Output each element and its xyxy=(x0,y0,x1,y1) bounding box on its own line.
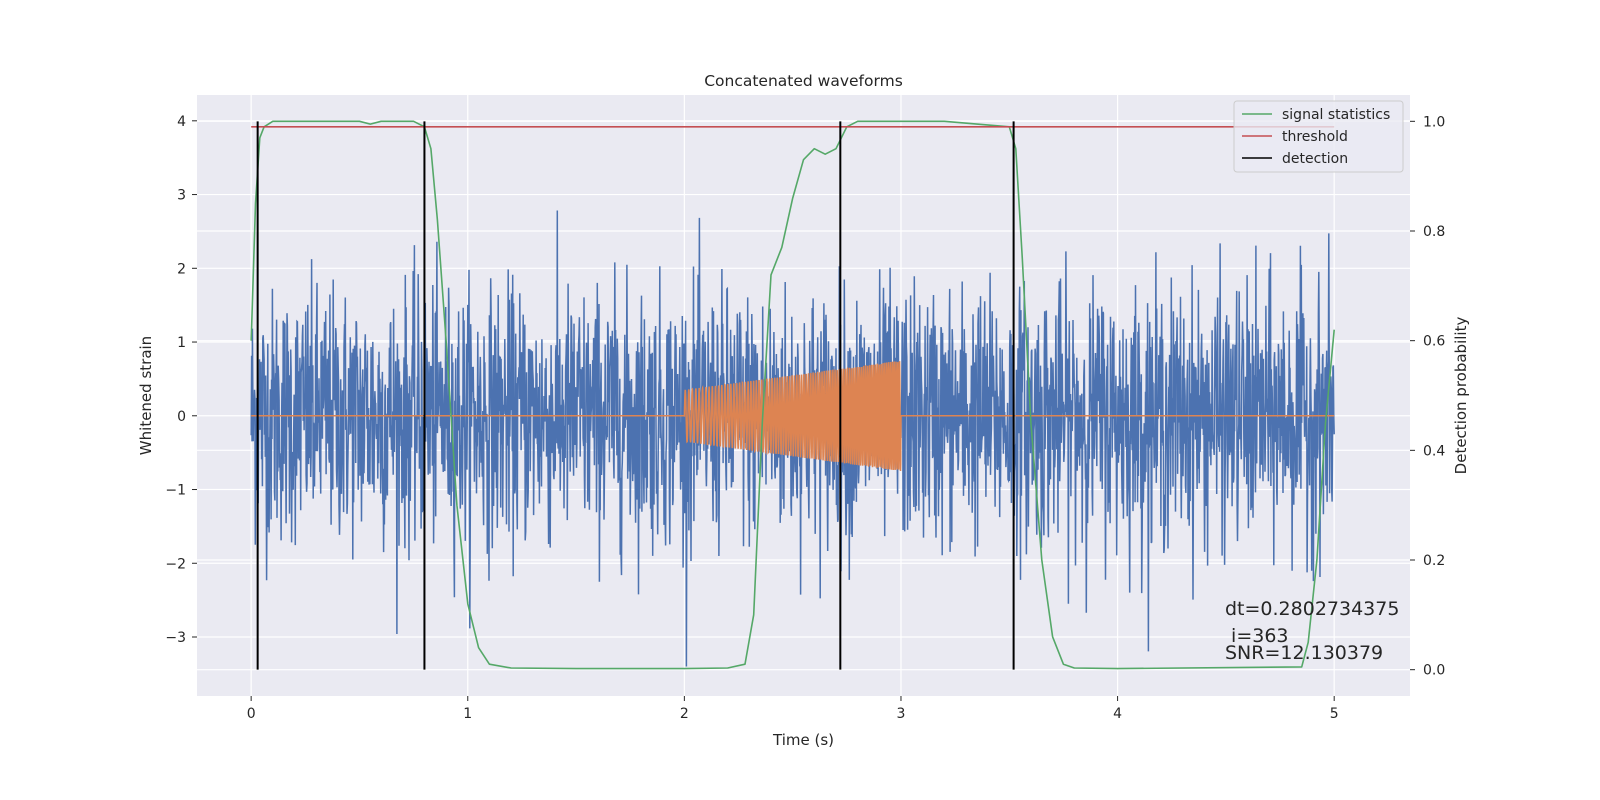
injected-waveform-trace xyxy=(251,361,1335,472)
x-tick-label: 3 xyxy=(897,706,906,722)
axes: 0 1 2 3 4 5 4 3 2 1 0 −1 −2 −3 1.0 0.8 0.6 0.4 0.2 0.0 xyxy=(165,114,1445,722)
y-right-tick-label: 0.0 xyxy=(1423,663,1445,679)
y-tick-label: −2 xyxy=(165,556,186,572)
y-tick-label: 2 xyxy=(177,261,186,277)
chart-title: Concatenated waveforms xyxy=(704,72,903,90)
y-right-tick-label: 0.8 xyxy=(1423,224,1445,240)
x-tick-label: 0 xyxy=(247,706,256,722)
grid xyxy=(197,95,1410,696)
x-tick-label: 2 xyxy=(680,706,689,722)
annotation-index: i=363 xyxy=(1225,625,1289,647)
y-right-tick-label: 0.2 xyxy=(1423,553,1445,569)
y-tick-label: 3 xyxy=(177,188,186,204)
x-axis-label: Time (s) xyxy=(772,731,834,749)
annotation-dt: dt=0.2802734375 xyxy=(1225,598,1399,620)
legend-entry-threshold: threshold xyxy=(1282,129,1348,145)
signal-statistics-line xyxy=(250,120,1335,670)
x-tick-label: 5 xyxy=(1330,706,1339,722)
y-tick-label: −3 xyxy=(165,630,186,646)
plot-traces xyxy=(250,120,1335,670)
x-tick-label: 4 xyxy=(1113,706,1122,722)
y-tick-label: 4 xyxy=(177,114,186,130)
y-right-tick-label: 0.4 xyxy=(1423,443,1445,459)
y-right-axis-label: Detection probability xyxy=(1452,317,1470,475)
x-tick-label: 1 xyxy=(463,706,472,722)
y-tick-label: 1 xyxy=(177,335,186,351)
annotation-snr: SNR=12.130379 xyxy=(1225,642,1383,664)
y-tick-label: 0 xyxy=(177,409,186,425)
legend-entry-detection: detection xyxy=(1282,151,1348,167)
y-axis-label: Whitened strain xyxy=(137,336,155,455)
legend-entry-signal-statistics: signal statistics xyxy=(1282,107,1390,123)
legend-box xyxy=(1233,100,1404,173)
y-right-tick-label: 0.6 xyxy=(1423,334,1445,350)
y-right-tick-label: 1.0 xyxy=(1423,114,1445,130)
y-tick-label: −1 xyxy=(165,483,186,499)
legend: signal statistics threshold detection xyxy=(1233,100,1404,173)
